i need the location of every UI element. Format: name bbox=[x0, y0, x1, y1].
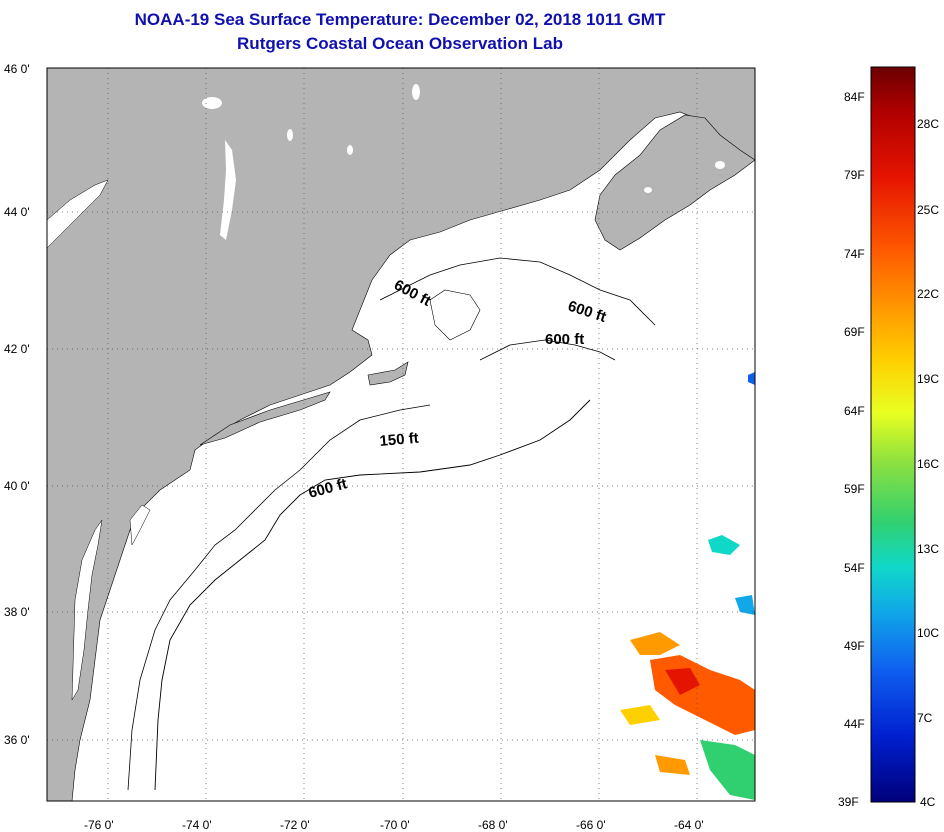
lake-champlain bbox=[220, 140, 236, 240]
lake-ontario bbox=[47, 179, 109, 249]
graticule bbox=[47, 68, 755, 801]
svg-text:64F: 64F bbox=[844, 404, 865, 418]
map-frame bbox=[46, 67, 756, 802]
contour-label: 150 ft bbox=[379, 430, 420, 450]
land-mainland bbox=[47, 68, 755, 801]
land-cape-cod bbox=[367, 361, 409, 386]
svg-text:13C: 13C bbox=[917, 542, 939, 556]
lake bbox=[644, 187, 652, 193]
svg-text:-64 0': -64 0' bbox=[674, 818, 704, 832]
colorbar bbox=[870, 66, 916, 803]
svg-text:40 0': 40 0' bbox=[4, 479, 30, 493]
svg-text:19C: 19C bbox=[917, 372, 939, 386]
longitude-labels: -76 0' -74 0' -72 0' -70 0' -68 0' -66 0… bbox=[84, 818, 704, 832]
contour-gulf-maine bbox=[379, 257, 656, 326]
delaware-bay bbox=[129, 504, 151, 546]
contour-150ft bbox=[127, 404, 431, 791]
svg-text:7C: 7C bbox=[917, 711, 933, 725]
svg-text:79F: 79F bbox=[844, 168, 865, 182]
svg-text:28C: 28C bbox=[917, 117, 939, 131]
lake bbox=[202, 97, 222, 109]
contour-600ft bbox=[154, 399, 591, 791]
lake bbox=[347, 145, 353, 155]
svg-text:59F: 59F bbox=[844, 482, 865, 496]
colorbar-c-labels: 28C 25C 22C 19C 16C 13C 10C 7C 4C bbox=[917, 117, 939, 809]
svg-text:-72 0': -72 0' bbox=[280, 818, 310, 832]
svg-text:44F: 44F bbox=[844, 717, 865, 731]
lake bbox=[715, 161, 725, 169]
svg-text:25C: 25C bbox=[917, 203, 939, 217]
svg-text:-74 0': -74 0' bbox=[182, 818, 212, 832]
svg-text:84F: 84F bbox=[844, 90, 865, 104]
svg-text:44 0': 44 0' bbox=[4, 205, 30, 219]
svg-text:38 0': 38 0' bbox=[4, 605, 30, 619]
svg-text:22C: 22C bbox=[917, 287, 939, 301]
lake bbox=[412, 84, 420, 100]
land-long-island bbox=[199, 391, 331, 446]
svg-text:-66 0': -66 0' bbox=[576, 818, 606, 832]
svg-text:39F: 39F bbox=[838, 795, 859, 809]
svg-text:4C: 4C bbox=[920, 795, 936, 809]
svg-text:46 0': 46 0' bbox=[4, 62, 30, 76]
colorbar-f-labels: 84F 79F 74F 69F 64F 59F 54F 49F 44F 39F bbox=[838, 90, 865, 809]
svg-text:-76 0': -76 0' bbox=[84, 818, 114, 832]
svg-text:49F: 49F bbox=[844, 639, 865, 653]
contour-label: 600 ft bbox=[545, 331, 584, 348]
svg-text:54F: 54F bbox=[844, 561, 865, 575]
contour-georges bbox=[479, 339, 616, 361]
svg-text:42 0': 42 0' bbox=[4, 342, 30, 356]
sst-patches bbox=[620, 372, 755, 800]
lake bbox=[287, 129, 293, 141]
map-subtitle: Rutgers Coastal Ocean Observation Lab bbox=[237, 34, 563, 53]
land-nova-scotia bbox=[594, 114, 755, 251]
svg-text:-70 0': -70 0' bbox=[380, 818, 410, 832]
contour-basin bbox=[429, 289, 481, 341]
map-title: NOAA-19 Sea Surface Temperature: Decembe… bbox=[134, 10, 666, 29]
svg-text:36 0': 36 0' bbox=[4, 733, 30, 747]
svg-text:69F: 69F bbox=[844, 325, 865, 339]
chesapeake-bay bbox=[71, 519, 103, 701]
svg-text:10C: 10C bbox=[917, 626, 939, 640]
svg-text:74F: 74F bbox=[844, 247, 865, 261]
latitude-labels: 46 0' 44 0' 42 0' 40 0' 38 0' 36 0' bbox=[4, 62, 30, 747]
svg-text:-68 0': -68 0' bbox=[478, 818, 508, 832]
svg-text:16C: 16C bbox=[917, 457, 939, 471]
